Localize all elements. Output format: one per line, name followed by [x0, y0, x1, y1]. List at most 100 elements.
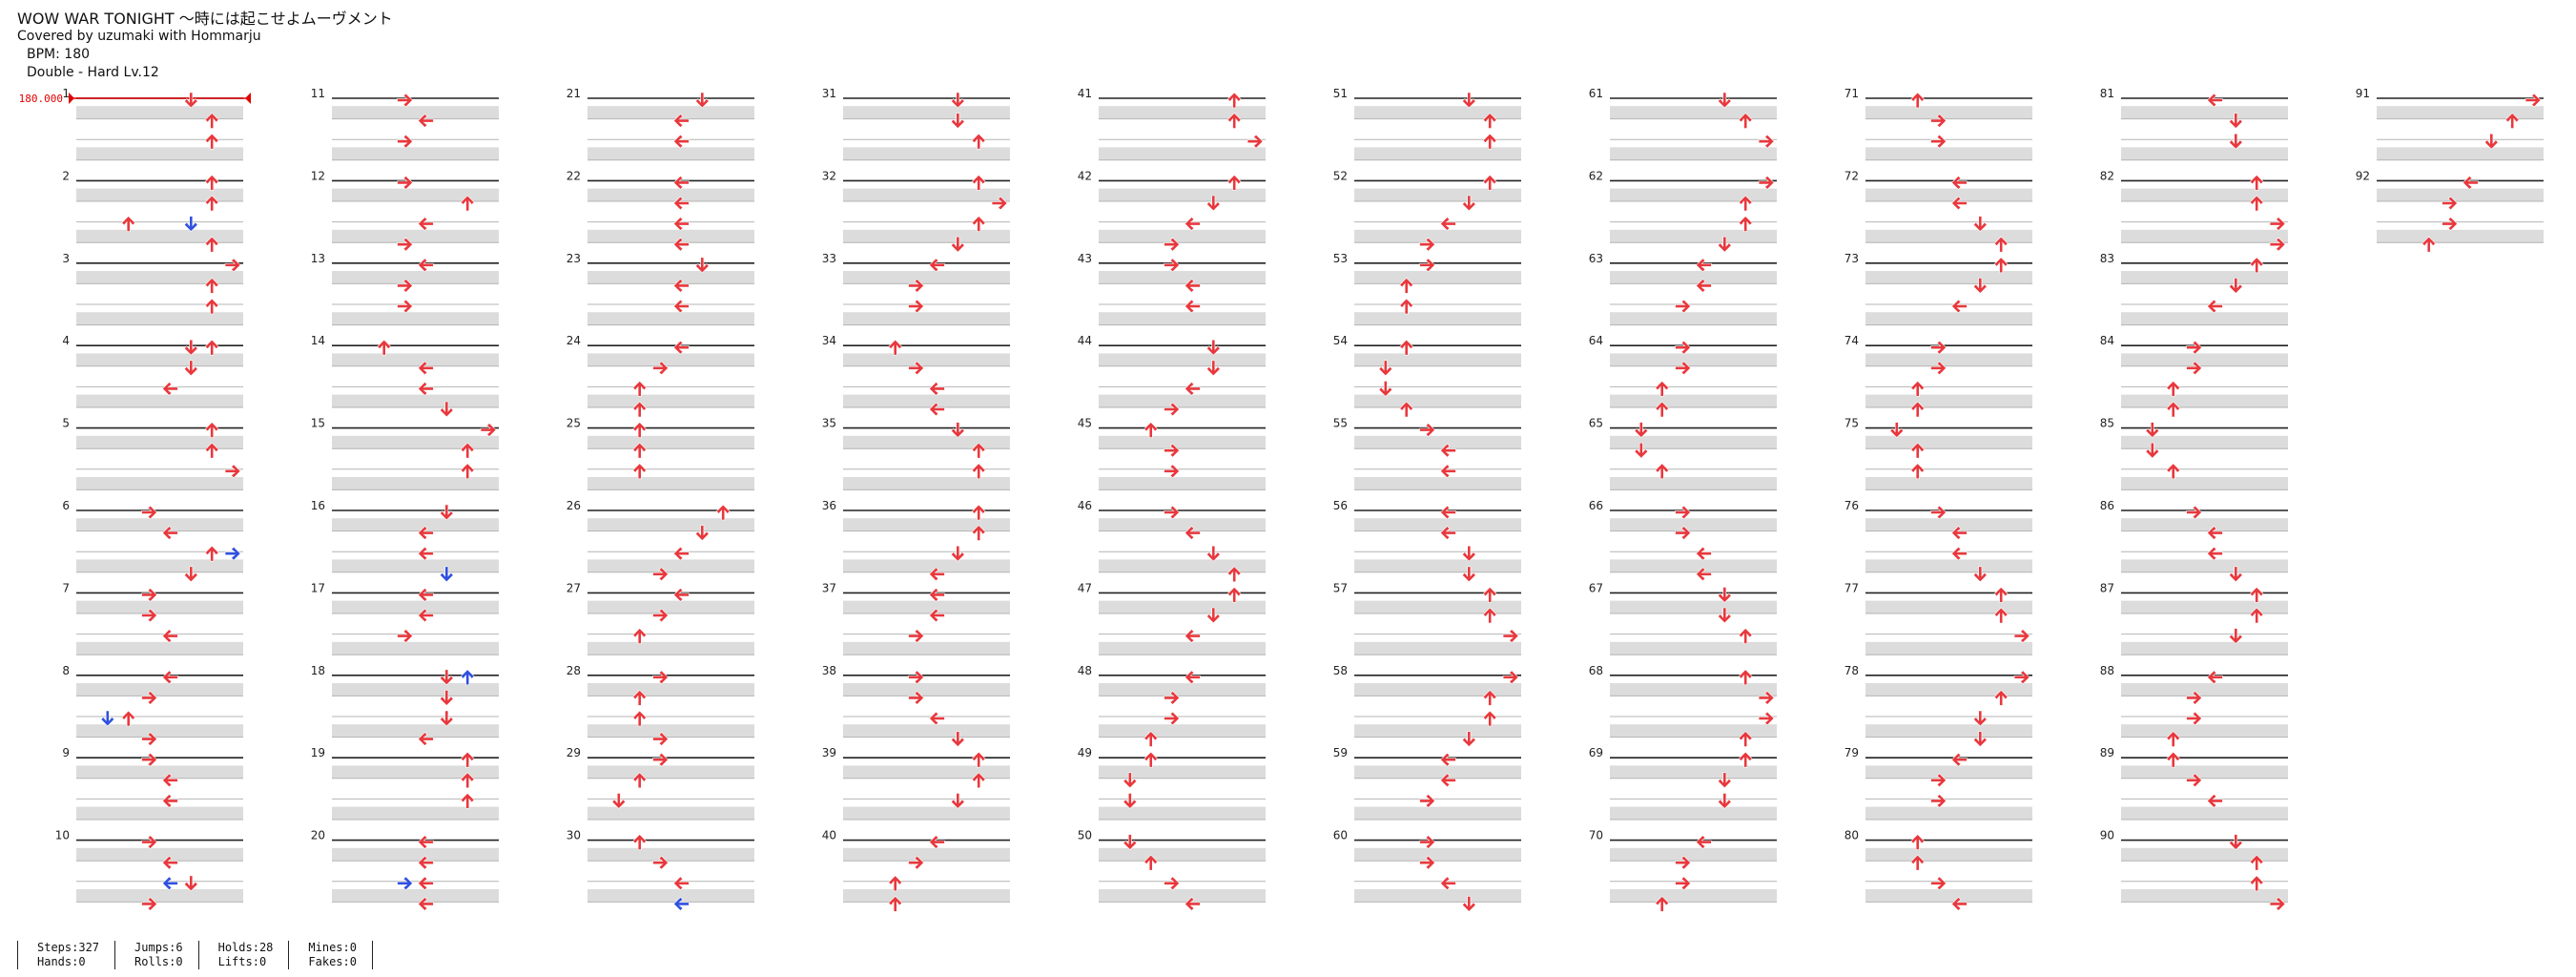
note-arrow	[1675, 876, 1691, 891]
note-arrow	[1655, 380, 1670, 397]
measure: 41	[1078, 87, 1266, 161]
beat-stripe	[332, 394, 499, 407]
beat-stripe	[843, 229, 1010, 243]
fakes-count: Fakes:0	[308, 955, 357, 968]
note-arrow	[204, 442, 219, 459]
note-arrow	[183, 360, 198, 377]
beat-stripe	[1099, 641, 1266, 655]
note-arrow	[971, 133, 986, 150]
note-arrow	[1419, 258, 1435, 273]
note-arrow	[1930, 876, 1947, 891]
note-arrow	[121, 216, 136, 232]
note-arrow	[460, 442, 475, 459]
note-arrow	[439, 690, 454, 706]
note-arrow	[2442, 196, 2458, 211]
measure: 44	[1078, 334, 1266, 408]
note-arrow	[1910, 834, 1926, 850]
beat-stripe	[1865, 724, 2032, 738]
stat-group-jumps: Jumps:6 Rolls:0	[114, 941, 198, 969]
beat-stripe	[76, 847, 243, 862]
measure: 4	[62, 334, 243, 408]
measure: 35	[822, 417, 1010, 490]
beat-stripe	[587, 683, 754, 696]
note-arrow	[439, 566, 454, 583]
measure-number: 84	[2100, 334, 2114, 347]
note-arrow	[632, 628, 648, 644]
note-arrow	[1206, 360, 1221, 377]
measure: 53	[1333, 252, 1521, 326]
note-arrow	[632, 422, 648, 438]
beat-stripe	[1099, 312, 1266, 325]
beat-stripe	[1610, 806, 1777, 820]
note-arrow	[418, 361, 434, 376]
beat-stripe	[1610, 394, 1777, 407]
note-arrow	[2228, 278, 2243, 294]
note-arrow	[397, 299, 413, 314]
note-arrow	[1758, 134, 1775, 149]
measure: 52	[1333, 169, 1521, 243]
beat-stripe	[843, 435, 1010, 449]
measure-number: 89	[2100, 746, 2114, 759]
beat-stripe	[332, 559, 499, 572]
note-arrow	[1972, 278, 1988, 294]
beat-stripe	[1865, 188, 2032, 201]
note-arrow	[2013, 629, 2030, 644]
measure: 90	[2100, 829, 2288, 903]
measure-number: 6	[62, 499, 70, 512]
note-arrow	[1972, 731, 1988, 748]
beat-stripe	[76, 641, 243, 655]
measure: 46	[1078, 499, 1266, 573]
note-arrow	[1482, 689, 1497, 706]
measure-number: 15	[311, 417, 325, 430]
note-arrow	[1144, 731, 1159, 747]
note-arrow	[2463, 175, 2479, 190]
note-arrow	[2249, 875, 2264, 892]
note-arrow	[439, 401, 454, 418]
note-arrow	[632, 689, 648, 706]
beat-stripe	[76, 229, 243, 243]
measure-number: 12	[311, 169, 325, 182]
note-arrow	[1675, 340, 1691, 355]
note-arrow	[121, 710, 136, 727]
note-arrow	[460, 669, 475, 686]
beat-stripe	[1099, 765, 1266, 779]
note-arrow	[971, 525, 986, 541]
difficulty-label: Double - Hard Lv.12	[27, 65, 159, 80]
note-arrow	[162, 670, 178, 685]
measure-number: 29	[567, 746, 581, 759]
note-arrow	[1738, 628, 1753, 644]
measure: 55	[1333, 417, 1521, 490]
note-arrow	[950, 422, 965, 439]
note-arrow	[1910, 854, 1926, 871]
note-arrow	[1993, 257, 2009, 274]
note-arrow	[1696, 278, 1712, 293]
beat-stripe	[1610, 600, 1777, 613]
note-arrow	[418, 526, 434, 541]
note-arrow	[2207, 793, 2223, 808]
measure: 7	[62, 581, 243, 655]
measure-number: 24	[567, 334, 581, 347]
measure: 10	[55, 829, 243, 903]
note-arrow	[183, 875, 198, 892]
beat-stripe	[1354, 435, 1521, 449]
note-arrow	[2269, 896, 2286, 911]
measure: 29	[567, 746, 754, 821]
note-arrow	[2249, 854, 2264, 871]
note-arrow	[991, 196, 1008, 211]
note-arrow	[397, 629, 413, 644]
measure-number: 17	[311, 581, 325, 594]
beat-stripe	[1099, 724, 1266, 738]
note-arrow	[162, 855, 178, 870]
note-arrow	[162, 629, 178, 644]
beat-stripe	[2121, 188, 2288, 201]
note-arrow	[1399, 339, 1414, 356]
stats-end-divider	[371, 941, 374, 969]
measure: 18	[311, 664, 499, 738]
note-arrow	[950, 731, 965, 748]
measure-number: 19	[311, 746, 325, 759]
note-arrow	[1738, 216, 1753, 232]
note-arrow	[2207, 670, 2223, 685]
beat-stripe	[1354, 312, 1521, 325]
note-arrow	[1951, 299, 1968, 314]
measure: 64	[1589, 334, 1777, 408]
